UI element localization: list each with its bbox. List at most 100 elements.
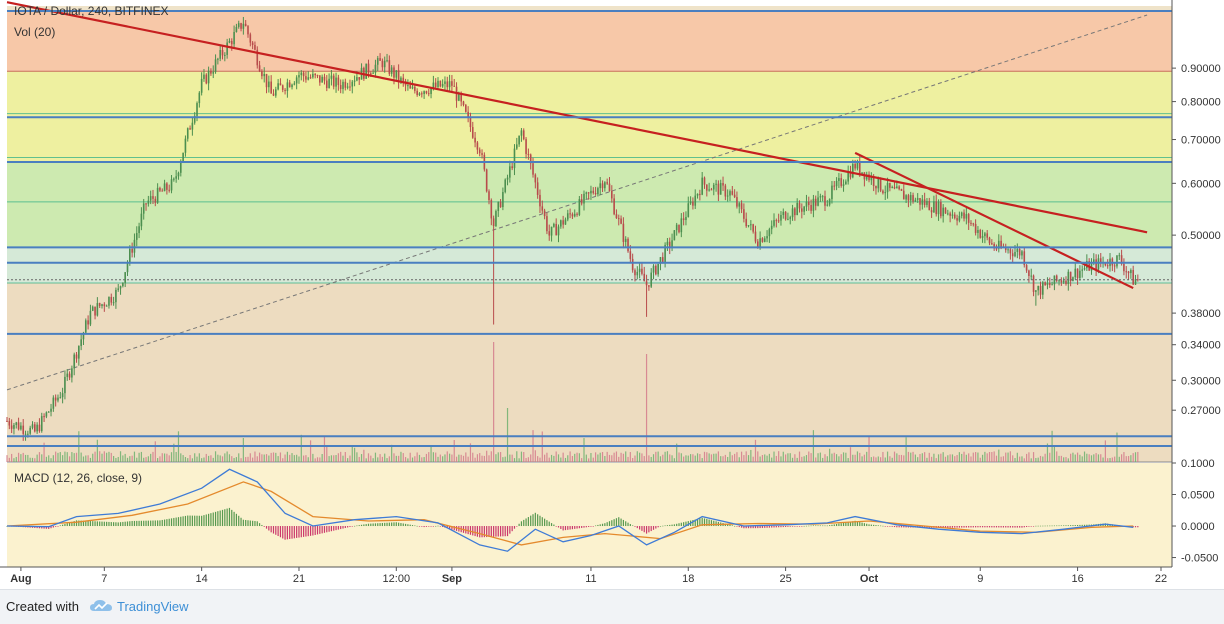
volume-bar	[991, 452, 993, 462]
macd-hist-bar	[337, 526, 339, 530]
candle	[186, 127, 189, 142]
volume-bar	[849, 447, 852, 462]
candle	[733, 189, 736, 199]
macd-hist-bar	[1070, 525, 1072, 527]
volume-bar	[152, 451, 154, 462]
macd-hist-bar	[168, 518, 170, 527]
volume-bar	[599, 452, 601, 462]
macd-hist-bar	[842, 522, 845, 527]
macd-hist-bar	[854, 520, 856, 527]
candle	[427, 88, 430, 97]
candle-body	[953, 214, 956, 219]
candle	[47, 411, 50, 413]
macd-tick-label: 0.0000	[1181, 521, 1215, 533]
candle	[905, 194, 907, 204]
volume-bar	[258, 452, 261, 462]
candle-body	[722, 182, 724, 186]
macd-hist-bar	[277, 526, 279, 537]
volume-bar	[935, 458, 937, 462]
candle-body	[370, 73, 372, 75]
candle-body	[657, 263, 659, 275]
volume-bar	[108, 451, 110, 462]
candle-body	[96, 303, 99, 316]
candle	[601, 180, 604, 193]
macd-hist-bar	[89, 521, 92, 527]
candle	[159, 186, 161, 193]
candle	[930, 207, 933, 218]
candle	[166, 182, 168, 195]
volume-bar	[759, 456, 761, 462]
macd-hist-bar	[516, 526, 518, 527]
volume-bar	[217, 454, 219, 462]
macd-hist-bar	[794, 526, 796, 527]
price-chart[interactable]: 1.100540.757050.646710.478950.453700.353…	[0, 0, 1224, 589]
volume-bar	[479, 453, 481, 462]
candle-body	[828, 199, 831, 205]
candle-body	[177, 172, 180, 177]
volume-bar	[444, 454, 446, 462]
candle	[794, 207, 796, 221]
candle	[478, 147, 481, 157]
macd-hist-bar	[768, 526, 770, 528]
candle	[302, 70, 305, 82]
macd-hist-bar	[636, 526, 638, 529]
candle	[105, 304, 108, 307]
volume-bar	[785, 454, 787, 462]
candle	[571, 212, 574, 220]
macd-hist-bar	[201, 515, 203, 527]
macd-hist-bar	[92, 521, 94, 527]
candle-body	[590, 190, 592, 194]
macd-hist-bar	[291, 526, 293, 539]
candle	[972, 222, 975, 227]
time-tick-label: 18	[682, 573, 694, 585]
macd-hist-bar	[525, 518, 527, 527]
volume-bar	[731, 455, 733, 462]
macd-hist-bar	[103, 521, 105, 527]
tradingview-link[interactable]: TradingView	[117, 599, 189, 614]
macd-hist-bar	[238, 515, 240, 527]
candle-body	[956, 218, 958, 221]
volume-bar	[333, 455, 335, 462]
candle	[673, 229, 676, 241]
candle	[536, 177, 539, 199]
macd-hist-bar	[374, 523, 377, 527]
candle-body	[655, 265, 657, 275]
volume-bar	[810, 453, 812, 462]
candle	[838, 172, 840, 188]
candle-body	[842, 184, 845, 186]
volume-bar	[569, 451, 571, 462]
candle-body	[305, 76, 307, 80]
macd-hist-bar	[740, 526, 743, 528]
candle-body	[909, 195, 912, 201]
candle	[636, 266, 639, 280]
candle	[923, 192, 926, 208]
volume-bar	[428, 452, 430, 462]
candle-body	[411, 86, 414, 89]
macd-hist-bar	[590, 526, 592, 527]
macd-hist-bar	[99, 521, 101, 527]
candle	[645, 274, 648, 317]
volume-bar	[344, 452, 346, 462]
volume-bar	[131, 455, 133, 462]
candle-body	[437, 80, 439, 87]
candle	[745, 212, 748, 228]
volume-bar	[835, 454, 838, 462]
volume-bar	[1074, 454, 1076, 462]
time-axis-bg	[0, 567, 1224, 589]
candle-body	[495, 211, 497, 227]
candle-body	[75, 354, 78, 359]
macd-hist-bar	[356, 525, 358, 527]
candle-body	[620, 218, 622, 224]
volume-bar	[597, 454, 599, 462]
time-tick-label: 9	[977, 573, 983, 585]
volume-bar	[490, 451, 492, 462]
candle-body	[1007, 249, 1009, 251]
candle-body	[877, 177, 880, 189]
candle-body	[680, 218, 683, 233]
macd-hist-bar	[1002, 526, 1005, 528]
macd-hist-bar	[499, 526, 502, 537]
candle-body	[673, 230, 676, 241]
candle	[1023, 246, 1026, 268]
candle-body	[851, 163, 854, 178]
candle-body	[884, 192, 887, 194]
